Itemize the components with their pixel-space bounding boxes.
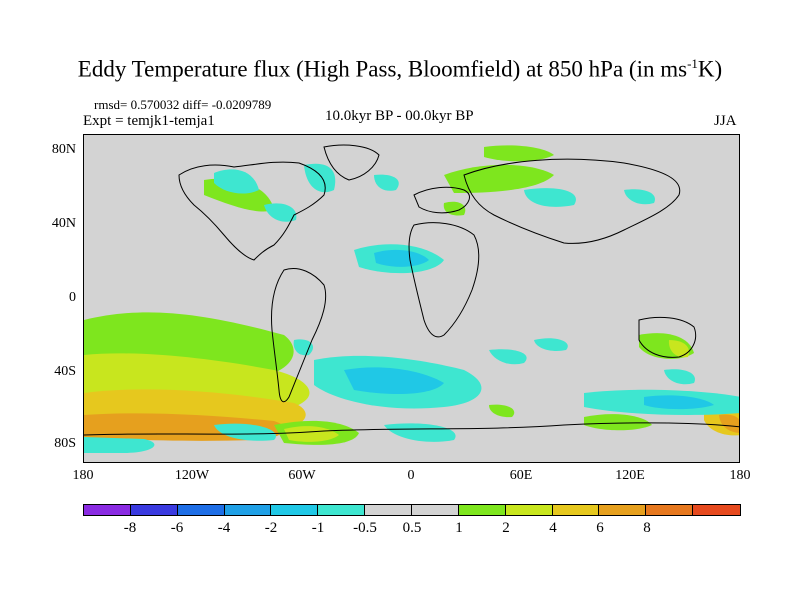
negative-patch [374,174,399,191]
colorbar-cell [365,505,413,515]
colorbar-label: 1 [455,520,463,536]
lat-label-40s: 40S [54,364,76,379]
colorbar-cell [552,505,600,515]
negative-patch [214,169,259,194]
lon-label-180w: 180 [72,468,94,483]
colorbar [83,504,741,516]
positive-patch [489,404,515,418]
colorbar-label: 0.5 [402,520,422,536]
colorbar-label: -4 [217,520,231,536]
colorbar-cell [271,505,319,515]
colorbar-label: -0.5 [353,520,377,536]
negative-patch [344,367,444,395]
colorbar-cell [505,505,553,515]
colorbar-label: 4 [549,520,557,536]
colorbar-cell [224,505,272,515]
chart-title: Eddy Temperature flux (High Pass, Bloomf… [77,56,723,82]
negative-patch [264,203,297,222]
coastline-australia [638,316,697,358]
season-label: JJA [714,113,737,129]
colorbar-label: 8 [643,520,651,536]
negative-patch [84,437,155,453]
colorbar-cell [646,505,694,515]
positive-patch [284,426,339,442]
positive-anomaly-patches [84,145,739,445]
negative-patch [489,349,527,365]
colorbar-cell [412,505,459,515]
colorbar-label: 2 [502,520,510,536]
map-svg [84,144,739,453]
negative-patch [304,163,336,193]
negative-patch [293,339,314,356]
colorbar-cell [318,505,366,515]
lon-label-60w: 60W [288,468,316,483]
coastline-europe [413,186,470,214]
negative-patch [644,395,714,410]
negative-patch [214,423,276,441]
colorbar-label: -1 [311,520,325,536]
coastline-greenland [323,144,380,181]
lon-label-180e: 180 [729,468,751,483]
coastline-north-america [178,161,326,261]
colorbar-label: -8 [123,520,137,536]
colorbar-cell [599,505,647,515]
period-label: 10.0kyr BP - 00.0kyr BP [325,108,474,124]
positive-patch [668,340,690,358]
coastlines [84,144,739,436]
colorbar-cell [130,505,178,515]
negative-patch [534,338,568,351]
lon-label-0: 0 [407,468,415,483]
lon-label-60e: 60E [509,468,533,483]
colorbar-cell [693,505,741,515]
experiment-label: Expt = temjk1-temja1 [83,113,215,129]
lon-label-120w: 120W [174,468,210,483]
negative-anomaly-patches [84,163,739,453]
colorbar-label: 6 [596,520,604,536]
coastline-asia [463,158,681,244]
colorbar-cell [84,505,131,515]
positive-patch [484,145,554,162]
colorbar-cell [458,505,506,515]
lat-label-80n: 80N [51,142,76,157]
lat-label-80s: 80S [54,436,76,451]
negative-patch [664,369,695,385]
lat-label-0: 0 [69,290,76,305]
coastline-south-america [271,268,327,403]
negative-patch [374,249,429,267]
colorbar-label: -6 [170,520,184,536]
coastline-antarctica [84,422,739,436]
negative-patch [624,189,655,205]
map-panel [83,134,740,463]
negative-patch [524,188,576,207]
lon-label-120e: 120E [615,468,645,483]
colorbar-cell [177,505,225,515]
negative-patch [384,423,456,442]
positive-patch [584,414,652,431]
lat-label-40n: 40N [51,216,76,231]
stats-text: rmsd= 0.570032 diff= -0.0209789 [94,97,272,112]
colorbar-label: -2 [264,520,278,536]
coastline-africa [408,222,480,338]
positive-patch [719,414,739,433]
